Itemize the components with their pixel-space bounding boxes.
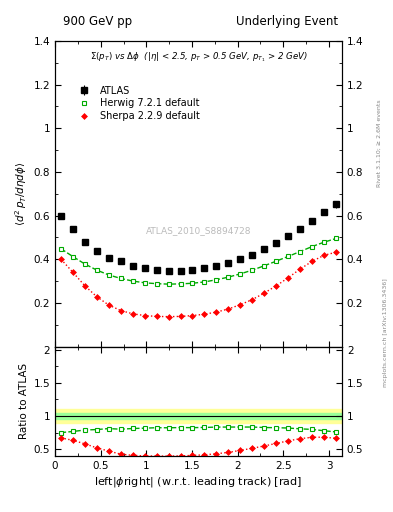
- Text: Underlying Event: Underlying Event: [236, 15, 338, 28]
- Text: Rivet 3.1.10; ≥ 2.6M events: Rivet 3.1.10; ≥ 2.6M events: [377, 99, 382, 187]
- Herwig 7.2.1 default: [202, 279, 207, 285]
- Sherpa 2.2.9 default: [310, 259, 314, 265]
- Herwig 7.2.1 default: [94, 267, 99, 273]
- Line: Herwig 7.2.1 default: Herwig 7.2.1 default: [59, 236, 338, 287]
- Herwig 7.2.1 default: [286, 253, 290, 260]
- Sherpa 2.2.9 default: [214, 309, 219, 315]
- Sherpa 2.2.9 default: [166, 313, 171, 319]
- Sherpa 2.2.9 default: [107, 302, 111, 308]
- Herwig 7.2.1 default: [83, 261, 87, 267]
- Sherpa 2.2.9 default: [94, 294, 99, 300]
- Legend: ATLAS, Herwig 7.2.1 default, Sherpa 2.2.9 default: ATLAS, Herwig 7.2.1 default, Sherpa 2.2.…: [72, 86, 199, 121]
- Sherpa 2.2.9 default: [154, 313, 159, 319]
- Herwig 7.2.1 default: [250, 267, 255, 273]
- Sherpa 2.2.9 default: [274, 283, 279, 289]
- Sherpa 2.2.9 default: [321, 252, 326, 259]
- Sherpa 2.2.9 default: [83, 283, 87, 289]
- Herwig 7.2.1 default: [214, 276, 219, 283]
- Text: 900 GeV pp: 900 GeV pp: [63, 15, 132, 28]
- Text: mcplots.cern.ch [arXiv:1306.3436]: mcplots.cern.ch [arXiv:1306.3436]: [383, 279, 387, 387]
- X-axis label: left$|\phi$right$|$ (w.r.t. leading track) [rad]: left$|\phi$right$|$ (w.r.t. leading trac…: [94, 475, 303, 489]
- Sherpa 2.2.9 default: [250, 296, 255, 303]
- Y-axis label: $\langle d^2\,p_T/d\eta d\phi\rangle$: $\langle d^2\,p_T/d\eta d\phi\rangle$: [14, 161, 29, 226]
- Herwig 7.2.1 default: [59, 246, 63, 252]
- Herwig 7.2.1 default: [130, 278, 135, 284]
- Herwig 7.2.1 default: [166, 281, 171, 287]
- Herwig 7.2.1 default: [71, 253, 75, 260]
- Herwig 7.2.1 default: [178, 281, 183, 287]
- Herwig 7.2.1 default: [274, 258, 279, 264]
- Bar: [55, 410, 342, 422]
- Sherpa 2.2.9 default: [286, 275, 290, 281]
- Herwig 7.2.1 default: [238, 271, 242, 277]
- Herwig 7.2.1 default: [262, 263, 266, 269]
- Sherpa 2.2.9 default: [202, 311, 207, 317]
- Sherpa 2.2.9 default: [334, 249, 338, 255]
- Text: ATLAS_2010_S8894728: ATLAS_2010_S8894728: [146, 226, 251, 235]
- Herwig 7.2.1 default: [142, 280, 147, 286]
- Herwig 7.2.1 default: [310, 244, 314, 250]
- Sherpa 2.2.9 default: [118, 307, 123, 313]
- Sherpa 2.2.9 default: [238, 302, 242, 308]
- Sherpa 2.2.9 default: [262, 290, 266, 296]
- Sherpa 2.2.9 default: [59, 256, 63, 262]
- Herwig 7.2.1 default: [226, 274, 231, 280]
- Sherpa 2.2.9 default: [190, 312, 195, 318]
- Y-axis label: Ratio to ATLAS: Ratio to ATLAS: [19, 363, 29, 439]
- Herwig 7.2.1 default: [118, 275, 123, 282]
- Line: Sherpa 2.2.9 default: Sherpa 2.2.9 default: [59, 250, 338, 319]
- Sherpa 2.2.9 default: [178, 313, 183, 319]
- Herwig 7.2.1 default: [298, 248, 303, 254]
- Bar: [55, 413, 342, 419]
- Sherpa 2.2.9 default: [298, 266, 303, 272]
- Text: $\Sigma(p_T)$ vs $\Delta\phi$  ($|\eta|$ < 2.5, $p_T$ > 0.5 GeV, $p_{T_1}$ > 2 G: $\Sigma(p_T)$ vs $\Delta\phi$ ($|\eta|$ …: [90, 50, 307, 63]
- Herwig 7.2.1 default: [107, 272, 111, 278]
- Sherpa 2.2.9 default: [130, 311, 135, 317]
- Herwig 7.2.1 default: [154, 281, 159, 287]
- Herwig 7.2.1 default: [190, 280, 195, 286]
- Sherpa 2.2.9 default: [71, 269, 75, 275]
- Sherpa 2.2.9 default: [142, 312, 147, 318]
- Herwig 7.2.1 default: [334, 236, 338, 242]
- Herwig 7.2.1 default: [321, 239, 326, 245]
- Sherpa 2.2.9 default: [226, 306, 231, 312]
